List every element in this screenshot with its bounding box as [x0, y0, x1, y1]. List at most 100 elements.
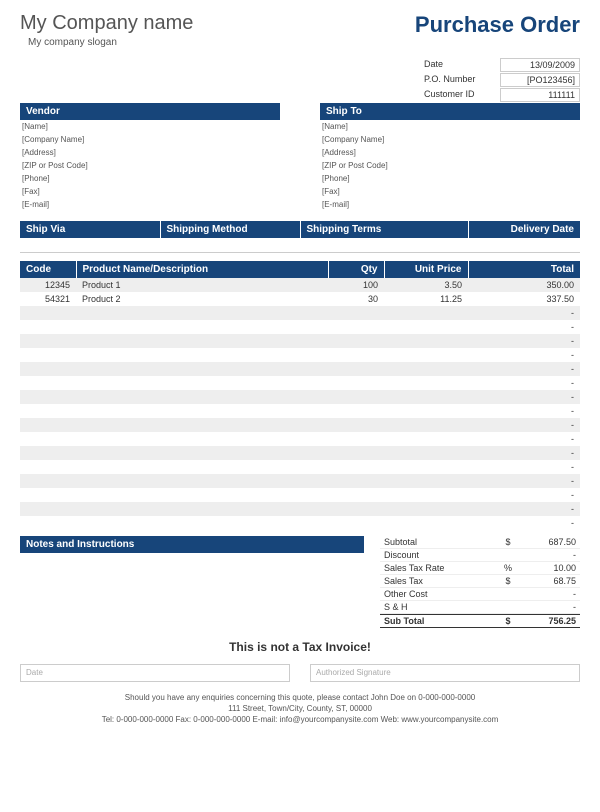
address-sections: Vendor [Name][Company Name][Address][ZIP… — [20, 103, 580, 211]
cell-code — [20, 348, 76, 362]
cell-price: 3.50 — [384, 278, 468, 292]
cell-price — [384, 404, 468, 418]
cell-qty — [328, 418, 384, 432]
cell-code — [20, 446, 76, 460]
cell-total: - — [468, 348, 580, 362]
table-row: - — [20, 446, 580, 460]
cell-qty — [328, 460, 384, 474]
notes-section: Notes and Instructions — [20, 536, 364, 628]
cell-total: - — [468, 404, 580, 418]
cell-code — [20, 362, 76, 376]
cell-total: 350.00 — [468, 278, 580, 292]
cell-total: 337.50 — [468, 292, 580, 306]
cell-code — [20, 320, 76, 334]
table-row: - — [20, 320, 580, 334]
cell-total: - — [468, 320, 580, 334]
cell-code — [20, 488, 76, 502]
shipto-section: Ship To [Name][Company Name][Address][ZI… — [320, 103, 580, 211]
cell-desc — [76, 488, 328, 502]
cell-qty — [328, 516, 384, 530]
col-qty: Qty — [328, 261, 384, 278]
table-row: - — [20, 488, 580, 502]
cell-price — [384, 446, 468, 460]
other-value: - — [516, 589, 576, 599]
cell-qty — [328, 306, 384, 320]
cell-code — [20, 460, 76, 474]
table-row: - — [20, 418, 580, 432]
shipto-field: [Phone] — [320, 172, 580, 185]
table-row: - — [20, 348, 580, 362]
cell-desc — [76, 390, 328, 404]
header: My Company name My company slogan Purcha… — [20, 12, 580, 48]
cell-total: - — [468, 334, 580, 348]
table-row: - — [20, 460, 580, 474]
cell-price — [384, 348, 468, 362]
cell-price — [384, 306, 468, 320]
table-row: - — [20, 502, 580, 516]
cell-total: - — [468, 376, 580, 390]
cell-total: - — [468, 446, 580, 460]
ship-terms-header: Shipping Terms — [300, 221, 468, 238]
cell-qty — [328, 432, 384, 446]
cell-qty — [328, 446, 384, 460]
table-row: - — [20, 334, 580, 348]
shipto-field: [Company Name] — [320, 133, 580, 146]
cell-total: - — [468, 460, 580, 474]
grand-value: 756.25 — [516, 616, 576, 626]
table-row: - — [20, 404, 580, 418]
vendor-field: [ZIP or Post Code] — [20, 159, 280, 172]
cell-code — [20, 404, 76, 418]
cust-value: 111111 — [500, 88, 580, 102]
sh-value: - — [516, 602, 576, 612]
col-total: Total — [468, 261, 580, 278]
cell-qty — [328, 348, 384, 362]
shipto-field: [Address] — [320, 146, 580, 159]
cell-qty — [328, 502, 384, 516]
sh-label: S & H — [384, 602, 500, 612]
cell-desc — [76, 404, 328, 418]
ship-method-header: Shipping Method — [160, 221, 300, 238]
cell-qty — [328, 404, 384, 418]
cell-price — [384, 432, 468, 446]
cell-code — [20, 418, 76, 432]
subtotal-label: Subtotal — [384, 537, 500, 547]
cell-price — [384, 376, 468, 390]
table-row: 54321Product 23011.25337.50 — [20, 292, 580, 306]
cell-qty — [328, 376, 384, 390]
cell-desc — [76, 320, 328, 334]
vendor-header: Vendor — [20, 103, 280, 120]
col-desc: Product Name/Description — [76, 261, 328, 278]
not-tax-invoice: This is not a Tax Invoice! — [20, 640, 580, 654]
col-price: Unit Price — [384, 261, 468, 278]
company-name: My Company name — [20, 12, 193, 35]
cell-total: - — [468, 418, 580, 432]
cell-qty: 30 — [328, 292, 384, 306]
cell-desc — [76, 502, 328, 516]
taxrate-label: Sales Tax Rate — [384, 563, 500, 573]
auth-signature: Authorized Signature — [310, 664, 580, 682]
cell-code — [20, 334, 76, 348]
cell-desc — [76, 460, 328, 474]
shipto-field: [Fax] — [320, 185, 580, 198]
table-row: - — [20, 432, 580, 446]
cell-code — [20, 474, 76, 488]
date-value: 13/09/2009 — [500, 58, 580, 72]
cell-total: - — [468, 362, 580, 376]
cell-code — [20, 432, 76, 446]
date-label: Date — [420, 58, 500, 72]
items-table: Code Product Name/Description Qty Unit P… — [20, 261, 580, 530]
cell-desc — [76, 334, 328, 348]
cust-label: Customer ID — [420, 88, 500, 102]
shipto-header: Ship To — [320, 103, 580, 120]
table-row: - — [20, 390, 580, 404]
cell-desc — [76, 418, 328, 432]
discount-value: - — [516, 550, 576, 560]
footer-line3: Tel: 0-000-000-0000 Fax: 0-000-000-0000 … — [20, 714, 580, 725]
cell-desc: Product 1 — [76, 278, 328, 292]
tax-label: Sales Tax — [384, 576, 500, 586]
footer-line2: 111 Street, Town/City, County, ST, 00000 — [20, 703, 580, 714]
ship-via-header: Ship Via — [20, 221, 160, 238]
vendor-field: [Company Name] — [20, 133, 280, 146]
table-row: - — [20, 306, 580, 320]
notes-header: Notes and Instructions — [20, 536, 364, 553]
